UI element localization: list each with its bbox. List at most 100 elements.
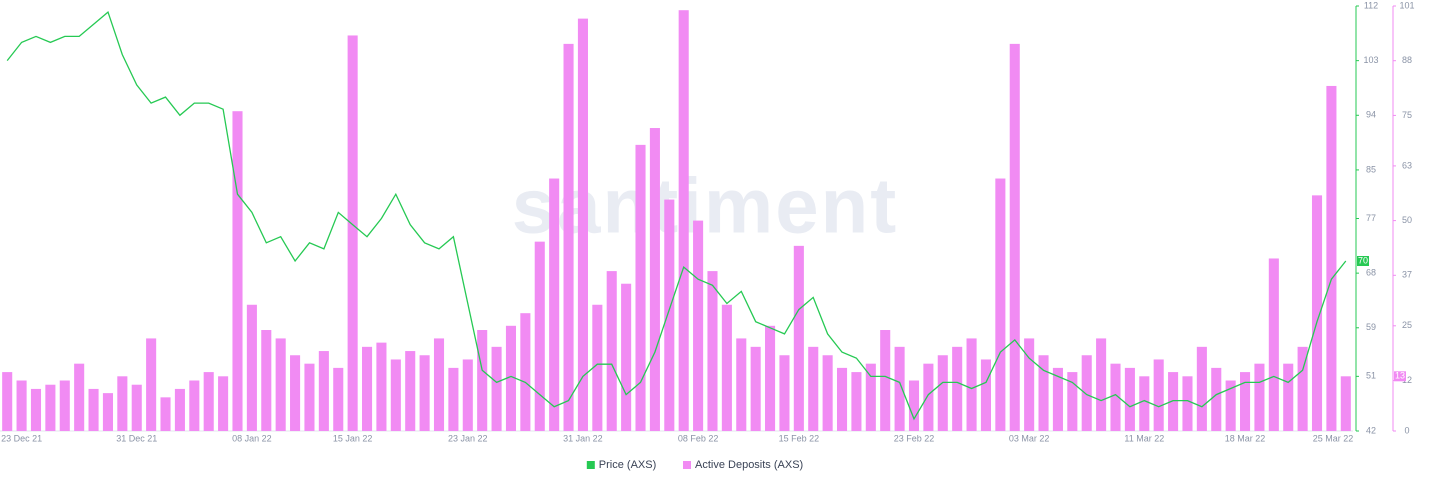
bar — [1081, 355, 1092, 431]
bar — [117, 376, 128, 431]
y-tick-label: 42 — [1366, 425, 1376, 435]
bar — [952, 346, 963, 431]
value-badge — [1394, 371, 1406, 382]
bar — [88, 388, 99, 431]
y-tick-label: 94 — [1366, 110, 1376, 120]
bar — [678, 10, 689, 432]
x-tick-label: 23 Jan 22 — [448, 433, 488, 443]
legend-item[interactable]: Active Deposits (AXS) — [683, 459, 803, 471]
bar — [635, 144, 646, 431]
bar — [462, 359, 473, 431]
bar — [649, 128, 660, 431]
bar — [246, 304, 257, 431]
bar — [261, 330, 272, 431]
bar — [865, 363, 876, 431]
bar — [606, 271, 617, 431]
bar — [577, 18, 588, 432]
bar — [290, 355, 301, 431]
x-tick-label: 15 Jan 22 — [333, 433, 373, 443]
bar — [880, 330, 891, 431]
bar — [1297, 346, 1308, 431]
x-tick-label: 31 Jan 22 — [563, 433, 603, 443]
watermark: santiment — [512, 162, 898, 250]
y2-tick-label: 12 — [1402, 375, 1412, 385]
bar — [160, 397, 171, 431]
bar — [433, 338, 445, 431]
bar — [520, 313, 531, 431]
bar — [1009, 43, 1020, 432]
bar — [779, 355, 790, 431]
bar — [361, 346, 373, 431]
x-tick-label: 23 Feb 22 — [894, 433, 935, 443]
y2-tick-label: 0 — [1404, 425, 1409, 435]
bar — [1096, 338, 1107, 431]
y2-tick-label: 37 — [1402, 270, 1412, 280]
bar — [146, 338, 157, 431]
bar — [1326, 85, 1337, 431]
bar — [1067, 372, 1078, 431]
bar — [534, 241, 545, 431]
bar — [1211, 367, 1222, 431]
bar — [16, 380, 27, 431]
y2-tick-label: 25 — [1402, 320, 1412, 330]
bar — [1124, 367, 1135, 431]
bar — [1139, 376, 1150, 431]
bar — [563, 43, 574, 432]
x-tick-label: 31 Dec 21 — [116, 433, 157, 443]
bar — [30, 388, 42, 431]
y2-tick-label: 75 — [1402, 110, 1412, 120]
y-tick-label: 68 — [1366, 268, 1376, 278]
bar — [1268, 258, 1279, 431]
legend-item[interactable]: Price (AXS) — [586, 459, 656, 471]
bar — [448, 367, 459, 431]
x-tick-label: 25 Mar 22 — [1313, 433, 1354, 443]
bar — [966, 338, 977, 431]
x-tick-label: 15 Feb 22 — [779, 433, 820, 443]
bar — [995, 178, 1006, 431]
bar — [304, 363, 315, 431]
bar — [822, 355, 833, 431]
legend-swatch — [586, 461, 595, 469]
x-tick-label: 18 Mar 22 — [1225, 433, 1266, 443]
bar — [45, 384, 56, 431]
y2-tick-label: 63 — [1402, 160, 1412, 170]
legend-label: Active Deposits (AXS) — [695, 459, 803, 471]
y2-tick-label: 50 — [1402, 215, 1412, 225]
x-tick-label: 08 Jan 22 — [232, 433, 272, 443]
bar — [592, 304, 603, 431]
bar — [1110, 363, 1121, 431]
y2-tick-label: 88 — [1402, 55, 1412, 65]
x-tick-label: 23 Dec 21 — [1, 433, 42, 443]
y-tick-label: 85 — [1366, 164, 1376, 174]
bar — [2, 372, 13, 431]
bar — [721, 304, 732, 431]
bar — [419, 355, 430, 431]
value-badge-label: 13 — [1395, 371, 1405, 381]
bar — [491, 346, 502, 431]
y-tick-label: 51 — [1366, 371, 1376, 381]
bar — [923, 363, 934, 431]
bar — [1182, 376, 1193, 431]
bar — [318, 351, 329, 431]
bar — [693, 220, 704, 431]
bar — [174, 388, 185, 431]
bar — [376, 342, 387, 431]
bar — [793, 245, 804, 431]
bar — [750, 346, 761, 431]
bar — [851, 372, 862, 431]
bar — [59, 380, 70, 431]
legend-swatch — [683, 461, 691, 469]
bar — [131, 384, 142, 431]
bar — [1311, 195, 1323, 431]
bar — [1168, 372, 1179, 431]
bar — [189, 380, 200, 431]
x-tick-label: 11 Mar 22 — [1124, 433, 1164, 443]
bar — [1052, 367, 1063, 431]
bar — [1283, 363, 1294, 431]
bar — [232, 111, 243, 431]
bar — [808, 346, 819, 431]
bar — [980, 359, 992, 431]
bar — [1038, 355, 1049, 431]
x-tick-label: 03 Mar 22 — [1009, 433, 1050, 443]
